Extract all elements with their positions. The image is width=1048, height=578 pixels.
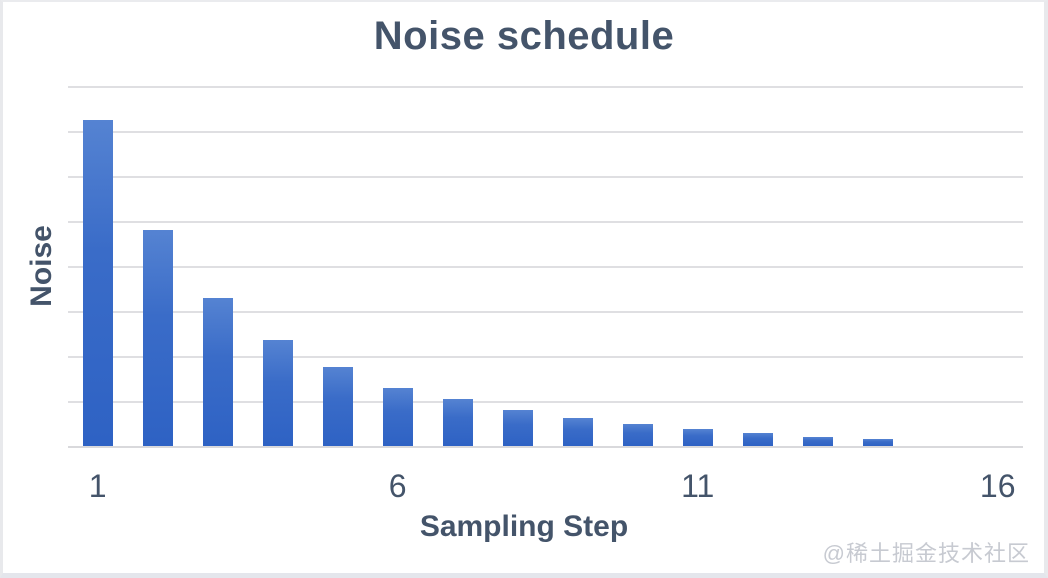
bar-step-7 bbox=[442, 398, 473, 446]
x-axis-title: Sampling Step bbox=[419, 510, 629, 543]
bar-step-12 bbox=[742, 432, 773, 446]
x-tick-1: 1 bbox=[88, 468, 107, 504]
bar-step-10 bbox=[622, 423, 653, 446]
chart-title: Noise schedule bbox=[373, 14, 675, 58]
bar-step-1 bbox=[82, 119, 113, 446]
x-tick-6: 6 bbox=[388, 468, 407, 504]
watermark: @稀土掘金技术社区 bbox=[822, 541, 1030, 566]
bar-step-3 bbox=[202, 297, 233, 446]
y-axis-title: Noise bbox=[25, 225, 58, 307]
bar-step-14 bbox=[862, 439, 893, 446]
bar-step-6 bbox=[382, 387, 413, 446]
bar-step-2 bbox=[142, 230, 173, 446]
bar-step-5 bbox=[322, 367, 353, 446]
bar-step-11 bbox=[682, 429, 713, 446]
x-tick-16: 16 bbox=[979, 468, 1016, 504]
x-tick-11: 11 bbox=[681, 468, 715, 504]
bar-step-9 bbox=[562, 417, 593, 446]
plot-area bbox=[68, 86, 1023, 448]
bar-step-13 bbox=[802, 437, 833, 446]
bar-step-4 bbox=[262, 340, 293, 446]
bar-step-8 bbox=[502, 410, 533, 446]
